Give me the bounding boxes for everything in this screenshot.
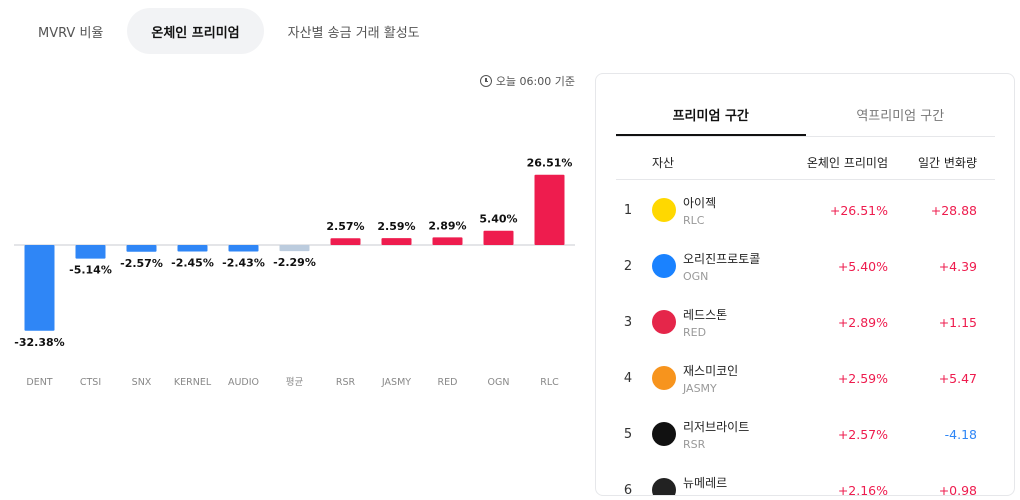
asset-symbol: RED <box>683 326 707 339</box>
list-item[interactable]: 2 오리진프로토콜 OGN +5.40% +4.39 <box>616 237 995 293</box>
ranking-panel: 프리미엄 구간 역프리미엄 구간 자산 온체인 프리미엄 일간 변화량 1 아이젝… <box>595 73 1015 496</box>
tab-premium-range[interactable]: 프리미엄 구간 <box>616 100 806 136</box>
basis-time-text: 오늘 06:00 기준 <box>495 75 575 88</box>
bar-audio <box>228 245 259 252</box>
category-tick-label: AUDIO <box>228 377 259 388</box>
daily-change-value: +0.98 <box>938 483 977 496</box>
category-tick-label: RED <box>438 377 458 388</box>
list-item[interactable]: 6 뉴메레르 NMR +2.16% +0.98 <box>616 461 995 496</box>
premium-bar-chart: -32.38% DENT -5.14% CTSI -2.57% SNX -2.45% KERN… <box>14 157 575 388</box>
bar-value-label: 2.59% <box>377 220 415 233</box>
bar-value-label: -2.45% <box>171 256 214 269</box>
daily-change-value: +28.88 <box>930 203 977 218</box>
rank-number: 3 <box>623 315 633 330</box>
bar-value-label: 26.51% <box>527 157 573 170</box>
daily-change-value: +4.39 <box>938 259 977 274</box>
category-tick-label: CTSI <box>80 377 101 388</box>
basis-time: 오늘 06:00 기준 <box>479 73 575 89</box>
category-tick-label: KERNEL <box>174 377 212 388</box>
bar-value-label: -2.29% <box>273 256 316 269</box>
header-premium: 온체인 프리미엄 <box>806 156 888 170</box>
category-tick-label: SNX <box>132 377 152 388</box>
bar-red <box>432 237 463 245</box>
asset-symbol: OGN <box>683 270 709 283</box>
jasmy-logo-icon <box>652 366 676 390</box>
rank-number: 1 <box>623 203 633 218</box>
red-logo-icon <box>652 310 676 334</box>
bar-kernel <box>177 245 208 252</box>
tab-reverse-premium-range[interactable]: 역프리미엄 구간 <box>856 109 945 124</box>
bar-value-label: -2.57% <box>120 257 163 270</box>
premium-value: +5.40% <box>837 259 888 274</box>
list-item[interactable]: 5 리저브라이트 RSR +2.57% -4.18 <box>616 405 995 461</box>
bar-snx <box>126 245 157 252</box>
panel-tabs: 프리미엄 구간 역프리미엄 구간 <box>616 100 995 137</box>
bar-dent <box>24 245 55 331</box>
category-tick-label: RSR <box>336 377 356 388</box>
asset-name: 오리진프로토콜 <box>683 252 761 266</box>
premium-value: +2.89% <box>837 315 888 330</box>
daily-change-value: +5.47 <box>938 371 977 386</box>
rank-number: 2 <box>623 259 633 274</box>
bar-jasmy <box>381 238 412 245</box>
bar-value-label: -5.14% <box>69 264 112 277</box>
header-change: 일간 변화량 <box>917 156 977 170</box>
bar-rsr <box>330 238 361 245</box>
premium-value: +2.57% <box>837 427 888 442</box>
list-item[interactable]: 4 재스미코인 JASMY +2.59% +5.47 <box>616 349 995 405</box>
daily-change-value: +1.15 <box>938 315 977 330</box>
bar-value-label: -2.43% <box>222 256 265 269</box>
list-item[interactable]: 3 레드스톤 RED +2.89% +1.15 <box>616 293 995 349</box>
category-tick-label: RLC <box>540 377 559 388</box>
asset-symbol: NMR <box>683 494 708 495</box>
rlc-logo-icon <box>652 198 676 222</box>
asset-name: 재스미코인 <box>683 364 739 378</box>
bar-ogn <box>483 230 514 245</box>
premium-value: +2.16% <box>837 483 888 496</box>
metric-tabs: MVRV 비율 온체인 프리미엄 자산별 송금 거래 활성도 <box>14 8 444 54</box>
bar-평균 <box>279 245 310 252</box>
asset-name: 아이젝 <box>683 196 717 210</box>
tab-transfer-activity[interactable]: 자산별 송금 거래 활성도 <box>287 25 420 41</box>
bar-value-label: 2.57% <box>326 220 364 233</box>
table-header: 자산 온체인 프리미엄 일간 변화량 <box>616 144 995 180</box>
tab-mvrv[interactable]: MVRV 비율 <box>38 25 104 41</box>
category-tick-label: 평균 <box>286 377 304 388</box>
bar-ctsi <box>75 245 106 259</box>
bar-value-label: 2.89% <box>428 219 466 232</box>
premium-value: +26.51% <box>829 203 888 218</box>
clock-icon <box>479 75 492 87</box>
category-tick-label: OGN <box>488 377 510 388</box>
premium-value: +2.59% <box>837 371 888 386</box>
header-asset: 자산 <box>652 156 675 170</box>
tab-onchain-premium[interactable]: 온체인 프리미엄 <box>127 8 264 54</box>
asset-symbol: RLC <box>683 214 705 227</box>
list-item[interactable]: 1 아이젝 RLC +26.51% +28.88 <box>616 181 995 237</box>
asset-name: 뉴메레르 <box>683 476 728 490</box>
rsr-logo-icon <box>652 422 676 446</box>
rank-number: 4 <box>623 371 633 386</box>
asset-name: 레드스톤 <box>683 308 728 322</box>
daily-change-value: -4.18 <box>944 427 977 442</box>
bar-value-label: 5.40% <box>479 213 517 226</box>
rank-number: 6 <box>623 483 633 496</box>
rank-number: 5 <box>623 427 633 442</box>
bar-rlc <box>534 174 565 245</box>
asset-symbol: JASMY <box>683 382 717 395</box>
bar-value-label: -32.38% <box>14 336 64 349</box>
ogn-logo-icon <box>652 254 676 278</box>
asset-symbol: RSR <box>683 438 706 451</box>
category-tick-label: JASMY <box>381 377 411 388</box>
category-tick-label: DENT <box>26 377 52 388</box>
nmr-logo-icon <box>652 478 676 495</box>
asset-name: 리저브라이트 <box>683 420 750 434</box>
